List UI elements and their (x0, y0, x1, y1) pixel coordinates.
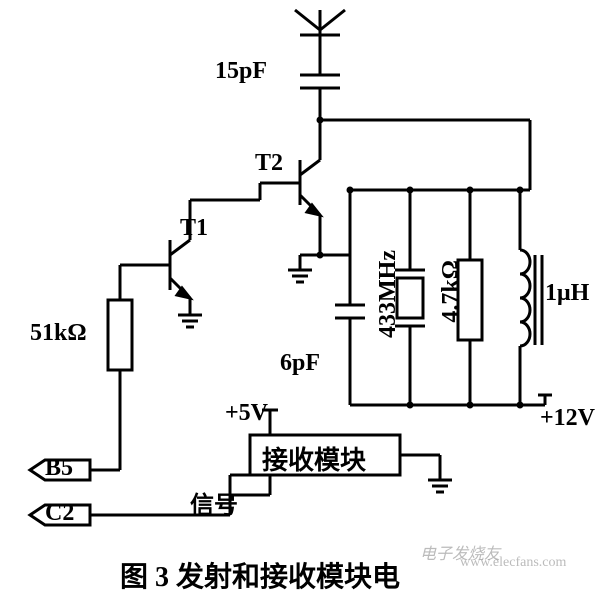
label-15pf: 15pF (215, 58, 267, 85)
schematic-svg (0, 0, 607, 609)
label-signal: 信号 (190, 485, 238, 520)
figure-caption: 图 3 发射和接收模块电 (120, 555, 400, 595)
label-6pf: 6pF (280, 350, 320, 377)
label-5v: +5V (225, 400, 268, 427)
circuit-diagram: 15pF T2 T1 51kΩ 6pF 433MHz 4.7kΩ 1μH +12… (0, 0, 607, 609)
label-47k: 4.7kΩ (438, 260, 465, 323)
label-b5: B5 (45, 455, 73, 482)
label-rx-module: 接收模块 (262, 440, 366, 477)
label-12v: +12V (540, 405, 595, 432)
label-t1: T1 (180, 215, 208, 242)
watermark-cn: 电子发烧友 (420, 540, 500, 564)
label-433mhz: 433MHz (375, 250, 402, 338)
label-t2: T2 (255, 150, 283, 177)
label-1uh: 1μH (545, 280, 589, 307)
label-c2: C2 (45, 500, 74, 527)
label-51k: 51kΩ (30, 320, 87, 347)
